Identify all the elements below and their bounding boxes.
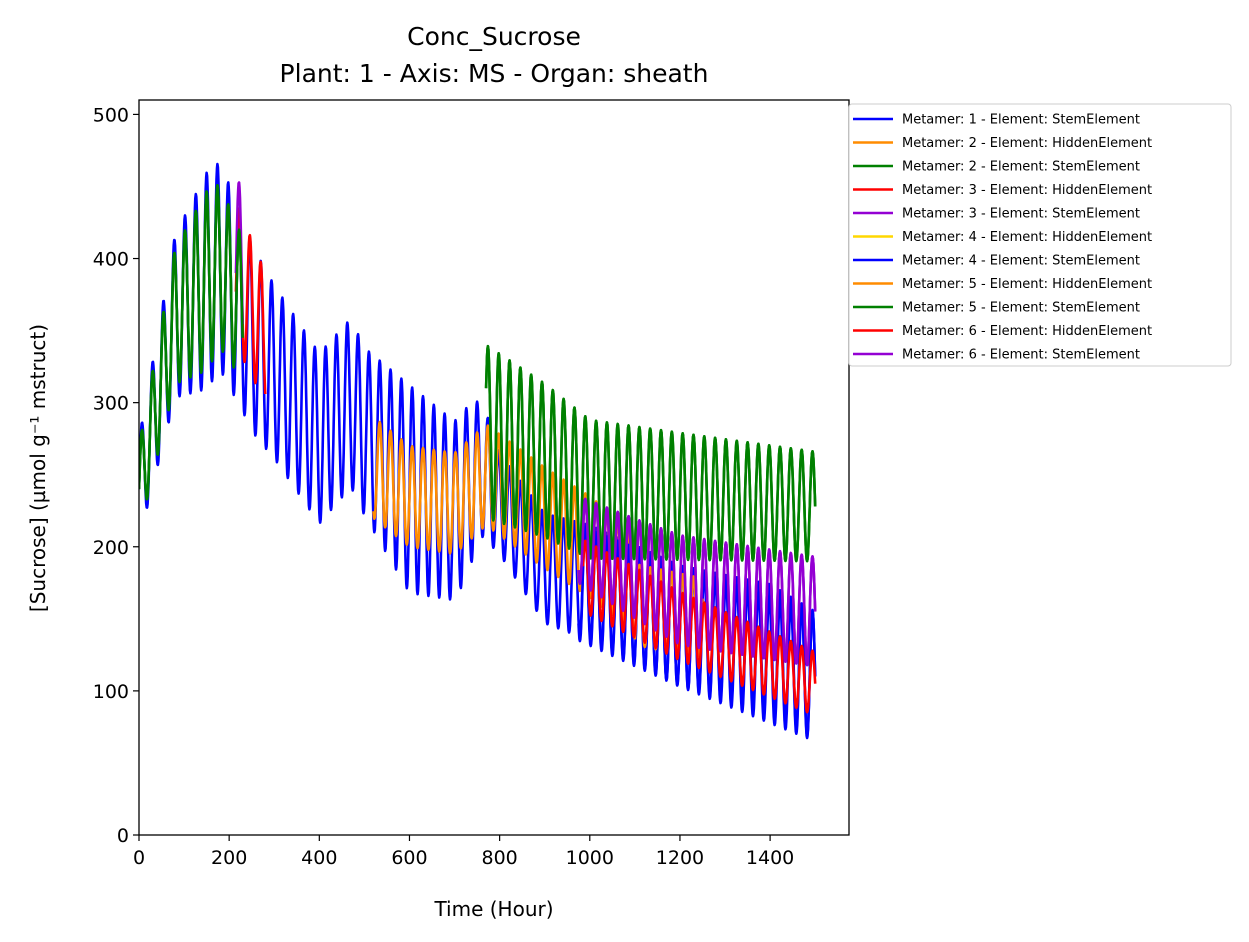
series-line-10 xyxy=(581,539,817,714)
y-axis-label: [Sucrose] (µmol g⁻¹ mstruct) xyxy=(26,324,50,612)
y-tick-label: 200 xyxy=(93,537,129,559)
x-tick-label: 1000 xyxy=(566,847,614,869)
legend: Metamer: 1 - Element: StemElement Metamer… xyxy=(848,103,1232,367)
y-tick-label: 100 xyxy=(93,681,129,703)
series-line-9-segment-2 xyxy=(484,344,817,563)
series-line-11 xyxy=(577,497,817,667)
y-tick-label: 400 xyxy=(93,249,129,271)
series-line-9 xyxy=(139,184,244,501)
plot-frame xyxy=(138,99,850,836)
legend-entry-label: Metamer: 2 - Element: HiddenElement xyxy=(902,136,1152,151)
legend-entry-label: Metamer: 6 - Element: StemElement xyxy=(902,348,1140,363)
legend-entry-label: Metamer: 6 - Element: HiddenElement xyxy=(902,324,1152,339)
x-tick-label: 0 xyxy=(133,847,145,869)
legend-box xyxy=(848,103,1232,367)
x-tick-label: 200 xyxy=(211,847,247,869)
legend-entry-label: Metamer: 5 - Element: HiddenElement xyxy=(902,277,1152,292)
legend-entry-label: Metamer: 5 - Element: StemElement xyxy=(902,301,1140,316)
x-tick-label: 600 xyxy=(391,847,427,869)
legend-entry-label: Metamer: 1 - Element: StemElement xyxy=(902,113,1140,128)
series-line-2 xyxy=(372,420,637,634)
x-tick-label: 1400 xyxy=(746,847,794,869)
legend-entry-label: Metamer: 2 - Element: StemElement xyxy=(902,160,1140,175)
series-layer xyxy=(139,162,817,740)
y-tick-label: 0 xyxy=(117,825,129,847)
legend-entry-label: Metamer: 3 - Element: StemElement xyxy=(902,207,1140,222)
legend-entry-label: Metamer: 3 - Element: HiddenElement xyxy=(902,183,1152,198)
chart-subtitle: Plant: 1 - Axis: MS - Organ: sheath xyxy=(280,59,709,88)
x-axis-ticks: 0 200 400 600 800 1000 1200 1400 xyxy=(133,835,794,869)
y-tick-label: 300 xyxy=(93,393,129,415)
x-tick-label: 1200 xyxy=(656,847,704,869)
y-tick-label: 500 xyxy=(93,104,129,126)
x-tick-label: 400 xyxy=(301,847,337,869)
x-axis-label: Time (Hour) xyxy=(433,897,553,921)
legend-entry-label: Metamer: 4 - Element: HiddenElement xyxy=(902,230,1152,245)
y-axis-ticks: 0 100 200 300 400 500 xyxy=(93,104,139,847)
legend-entry-label: Metamer: 4 - Element: StemElement xyxy=(902,254,1140,269)
chart-title: Conc_Sucrose xyxy=(407,22,581,51)
x-tick-label: 800 xyxy=(482,847,518,869)
